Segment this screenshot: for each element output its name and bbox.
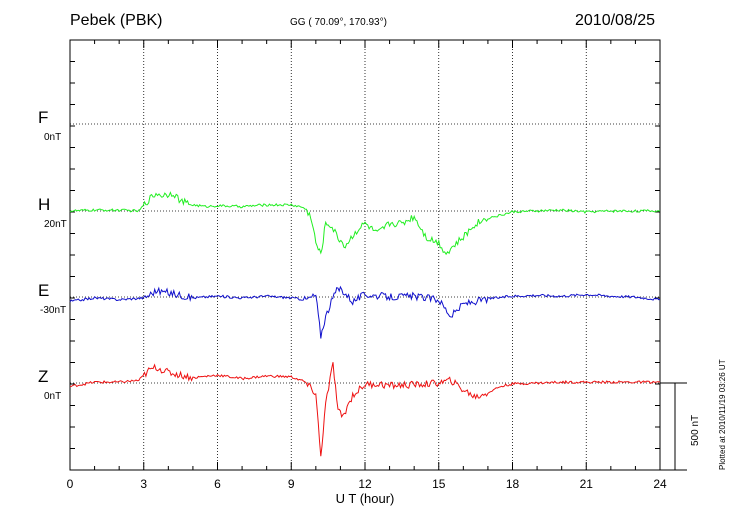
geographic-coordinates: GG ( 70.09°, 170.93°) bbox=[290, 17, 387, 28]
offset-label-h: 20nT bbox=[44, 219, 67, 230]
series-label-z: Z bbox=[38, 367, 49, 386]
series-line-h bbox=[69, 191, 661, 256]
station-title: Pebek (PBK) bbox=[70, 12, 163, 29]
series-label-f: F bbox=[38, 108, 49, 127]
plot-frame bbox=[69, 39, 661, 471]
series-line-e bbox=[69, 285, 660, 339]
plotted-timestamp: Plotted at 2010/11/19 03:26 UT bbox=[718, 359, 727, 470]
x-tick-label: 0 bbox=[67, 477, 74, 491]
x-tick-label: 9 bbox=[288, 477, 295, 491]
x-axis-label: U T (hour) bbox=[336, 491, 395, 506]
plot-date: 2010/08/25 bbox=[575, 12, 656, 29]
x-tick-label: 12 bbox=[358, 477, 372, 491]
series-line-z bbox=[70, 362, 661, 457]
series-label-e: E bbox=[38, 281, 50, 300]
scale-bar-label: 500 nT bbox=[690, 414, 701, 446]
offset-label-f: 0nT bbox=[44, 132, 62, 143]
x-tick-label: 15 bbox=[432, 477, 446, 491]
offset-label-e: -30nT bbox=[40, 305, 67, 316]
offset-label-z: 0nT bbox=[44, 391, 62, 402]
x-tick-label: 18 bbox=[506, 477, 520, 491]
x-tick-label: 3 bbox=[140, 477, 147, 491]
x-tick-label: 24 bbox=[653, 477, 667, 491]
x-tick-label: 6 bbox=[214, 477, 221, 491]
x-tick-label: 21 bbox=[580, 477, 594, 491]
series-label-h: H bbox=[38, 195, 51, 214]
